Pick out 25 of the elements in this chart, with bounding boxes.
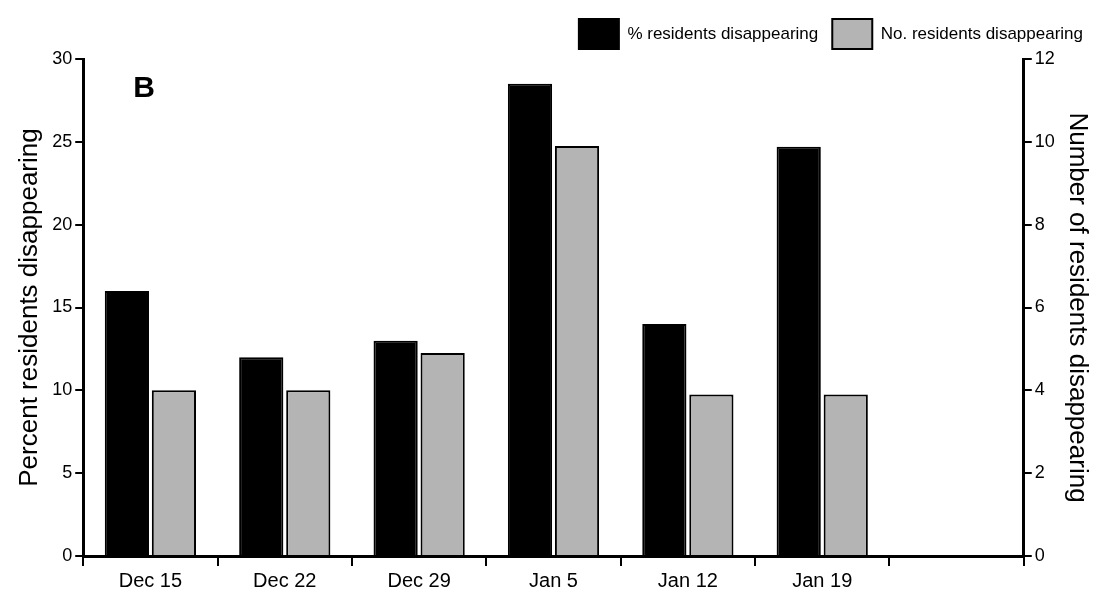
y2-tick-label: 12 — [1034, 47, 1055, 68]
legend-label: % residents disappearing — [627, 23, 819, 43]
x-tick-label: Jan 5 — [529, 568, 578, 591]
y2-tick-label: 4 — [1034, 379, 1045, 400]
y2-tick-label: 2 — [1034, 462, 1045, 483]
y-tick-label: 30 — [52, 47, 73, 68]
x-tick-label: Jan 12 — [657, 568, 718, 591]
y-axis-title: Percent residents disappearing — [12, 128, 43, 487]
y2-axis-title: Number of residents disappearing — [1064, 112, 1095, 503]
y-tick-label: 20 — [52, 213, 73, 234]
x-tick-label: Jan 19 — [792, 568, 853, 591]
x-tick-label: Dec 29 — [387, 568, 451, 591]
y2-tick-label: 8 — [1034, 213, 1045, 234]
y2-tick-label: 0 — [1034, 544, 1045, 565]
x-tick-label: Dec 15 — [118, 568, 183, 591]
x-tick-label: Dec 22 — [253, 568, 317, 591]
y-tick-label: 25 — [52, 130, 73, 151]
legend-label: No. residents disappearing — [880, 23, 1083, 43]
y-tick-label: 15 — [52, 296, 73, 317]
annotation: B — [133, 70, 155, 104]
y-tick-label: 0 — [62, 544, 73, 565]
y2-tick-label: 6 — [1034, 296, 1045, 317]
y-tick-label: 5 — [62, 462, 73, 483]
y2-tick-label: 10 — [1034, 130, 1055, 151]
y-tick-label: 10 — [52, 379, 73, 400]
